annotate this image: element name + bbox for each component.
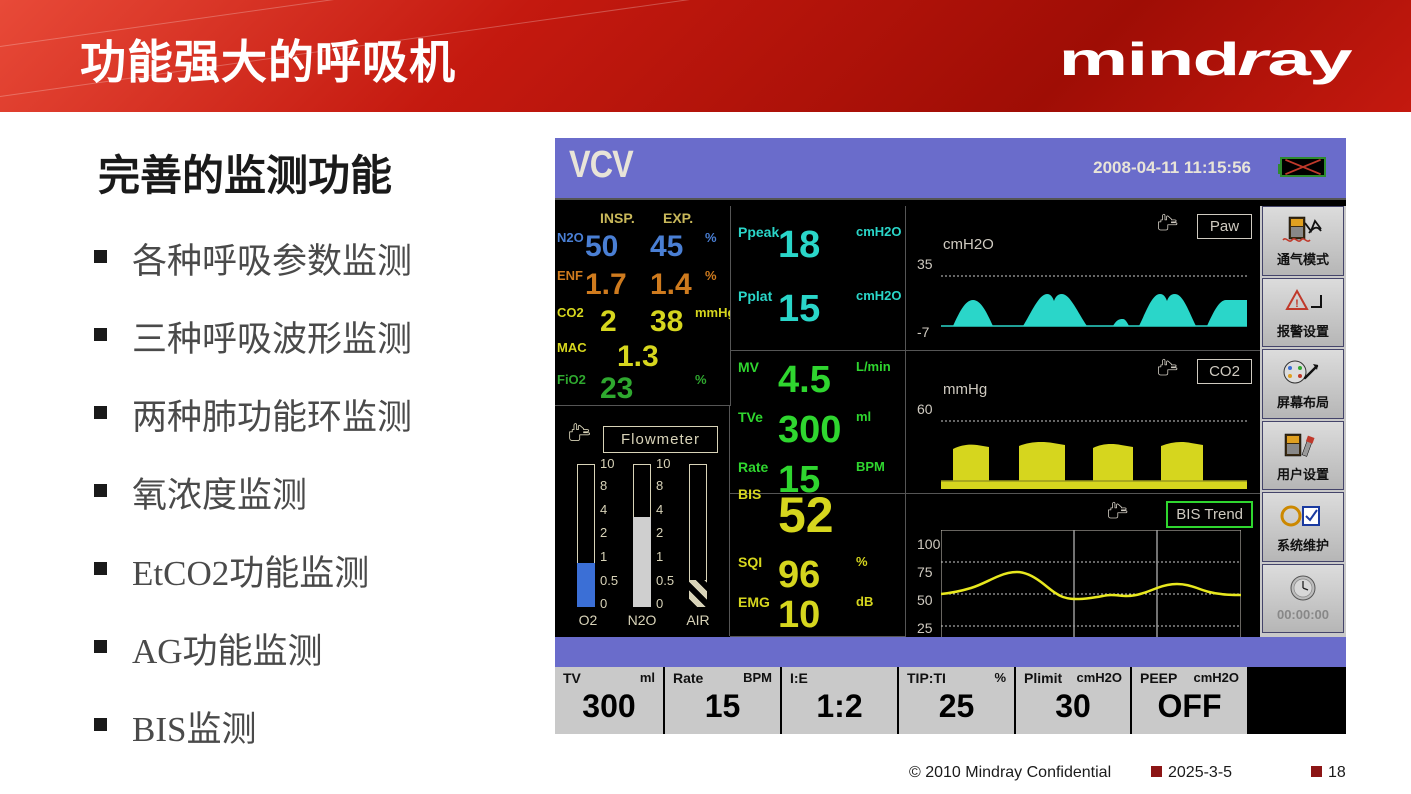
svg-text:!: ! bbox=[1295, 298, 1299, 310]
